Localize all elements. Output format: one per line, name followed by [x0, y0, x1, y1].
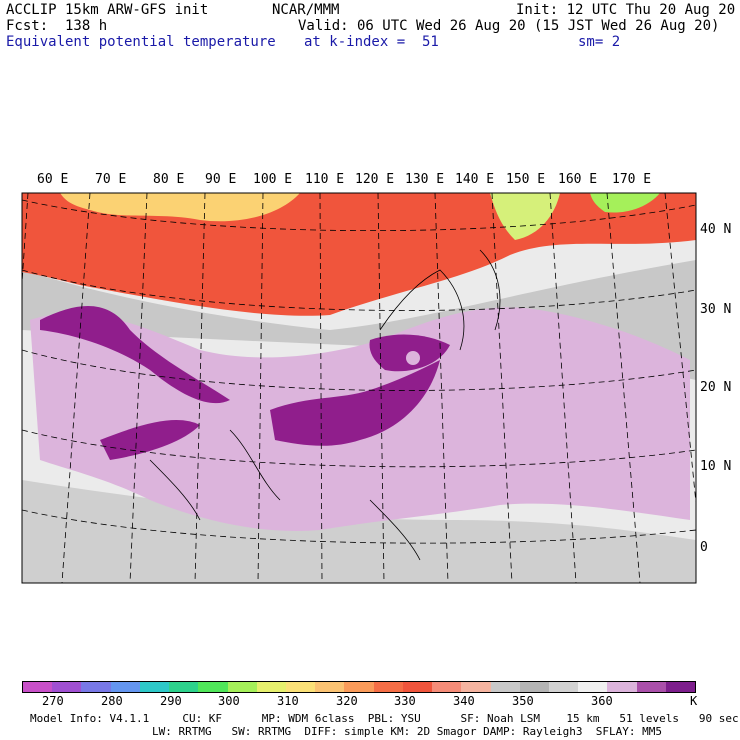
colorbar-segment [432, 682, 462, 692]
purple-dark-india [100, 420, 200, 460]
graticule [22, 193, 696, 583]
colorbar-segment [461, 682, 491, 692]
forecast-hour: Fcst: 138 h [6, 18, 108, 34]
lat-label-0: 0 [700, 540, 708, 555]
colorbar-segment [636, 682, 666, 692]
colorbar-segment [578, 682, 608, 692]
colorbar-segment [169, 682, 199, 692]
lon-label-150e: 150 E [506, 172, 546, 187]
colorbar-segment [402, 682, 433, 692]
yellow-west [60, 193, 300, 222]
lon-label-90e: 90 E [205, 172, 237, 187]
colorbar-segment [490, 682, 520, 692]
model-title: ACCLIP 15km ARW-GFS init [6, 2, 209, 18]
colorbar-label-350: 350 [512, 694, 534, 708]
colorbar-segment [519, 682, 549, 692]
field-name: Equivalent potential temperature [6, 34, 276, 50]
colorbar-segment [285, 682, 316, 692]
colorbar-segment [110, 682, 140, 692]
lon-label-60e: 60 E [37, 172, 69, 187]
colorbar-label-330: 330 [394, 694, 416, 708]
colorbar-segment [52, 682, 82, 692]
lon-label-120e: 120 E [355, 172, 395, 187]
colorbar-segment [344, 682, 374, 692]
colorbar-segment [373, 682, 403, 692]
colorbar-segment [548, 682, 579, 692]
lat-label-30n: 30 N [700, 302, 732, 317]
colorbar-label-300: 300 [218, 694, 240, 708]
lon-label-100e: 100 E [253, 172, 293, 187]
map-frame [21, 192, 697, 584]
lon-label-80e: 80 E [153, 172, 185, 187]
smoothing-label: sm= 2 [578, 34, 621, 50]
organization-label: NCAR/MMM [272, 2, 340, 18]
yellow-east [490, 193, 560, 240]
colorbar-label-360: 360 [591, 694, 613, 708]
level-index: at k-index = 51 [304, 34, 439, 50]
lat-label-40n: 40 N [700, 222, 732, 237]
colorbar-segment [23, 682, 53, 692]
colorbar-label-290: 290 [160, 694, 182, 708]
colorbar-segment [139, 682, 170, 692]
lon-label-130e: 130 E [405, 172, 445, 187]
lat-label-10n: 10 N [700, 459, 732, 474]
colorbar-label-280: 280 [101, 694, 123, 708]
colorbar-segment [256, 682, 286, 692]
lon-label-140e: 140 E [455, 172, 495, 187]
purple-dark-scs [270, 360, 440, 446]
lon-label-110e: 110 E [305, 172, 345, 187]
typhoon-eye [406, 351, 420, 365]
colorbar [22, 681, 696, 693]
footer-physics-info: LW: RRTMG SW: RRTMG DIFF: simple KM: 2D … [152, 725, 662, 738]
colorbar-label-340: 340 [453, 694, 475, 708]
colorbar-unit: K [690, 694, 698, 708]
colorbar-segment [665, 682, 696, 692]
colorbar-segment [81, 682, 111, 692]
lon-label-70e: 70 E [95, 172, 127, 187]
lat-label-20n: 20 N [700, 380, 732, 395]
colorbar-label-320: 320 [336, 694, 358, 708]
footer-model-info: Model Info: V4.1.1 CU: KF MP: WDM 6class… [30, 712, 739, 725]
colorbar-segment [315, 682, 345, 692]
colorbar-segment [227, 682, 257, 692]
valid-time: Valid: 06 UTC Wed 26 Aug 20 (15 JST Wed … [298, 18, 720, 34]
colorbar-segment [607, 682, 637, 692]
colorbar-segment [198, 682, 228, 692]
coastline [149, 249, 501, 561]
colorbar-label-310: 310 [277, 694, 299, 708]
colorbar-label-270: 270 [42, 694, 64, 708]
init-time: Init: 12 UTC Thu 20 Aug 20 [516, 2, 736, 18]
lon-label-170e: 170 E [612, 172, 652, 187]
lon-label-160e: 160 E [558, 172, 598, 187]
